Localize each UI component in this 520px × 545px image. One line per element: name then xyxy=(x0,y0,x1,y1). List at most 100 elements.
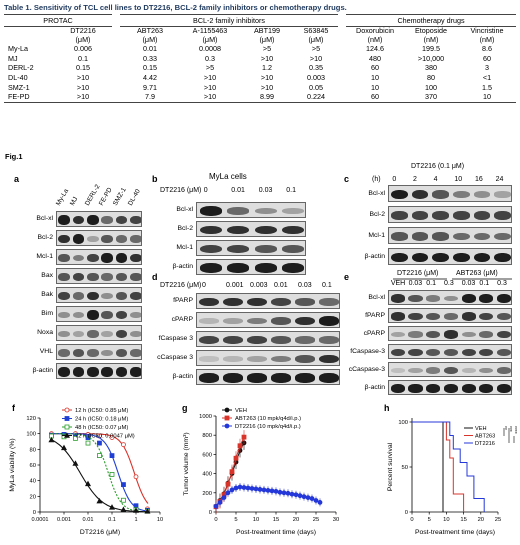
panel-d-dose-label: DT2216 (μM) xyxy=(160,282,202,289)
table-cell: >5 xyxy=(205,63,215,73)
x-tick-label: 5 xyxy=(234,517,237,523)
blot-band xyxy=(319,373,339,383)
blot-strip xyxy=(388,326,512,341)
data-point xyxy=(225,490,231,496)
blot-band xyxy=(115,215,128,225)
blot-strip xyxy=(196,350,340,366)
data-point xyxy=(229,469,235,475)
table-cell: 0.15 xyxy=(76,63,90,73)
panel-e-group2: ABT263 (μM) xyxy=(456,270,498,277)
y-tick-label: 0 xyxy=(209,510,212,516)
data-point xyxy=(109,453,115,458)
y-tick-label: 1000 xyxy=(199,414,212,420)
drug-header: Doxorubicin xyxy=(356,26,394,35)
blot-strip xyxy=(388,308,512,323)
blot-band xyxy=(408,384,423,393)
series-line xyxy=(52,433,148,513)
drug-header: ABT263 xyxy=(137,26,163,35)
table-unit-row: (μM) (μM) (μM) (μM) (μM) (nM) (nM) (nM) xyxy=(4,34,516,45)
x-tick-label: 0 xyxy=(214,517,217,523)
panel-g-letter: g xyxy=(182,403,188,413)
x-tick-label: 5 xyxy=(428,517,431,523)
series-line xyxy=(412,421,485,512)
blot-band xyxy=(453,190,470,199)
blot-band xyxy=(227,207,250,215)
table-cell: >10 xyxy=(260,53,274,63)
blot-band xyxy=(58,311,70,319)
y-tick-label: 800 xyxy=(202,433,212,439)
blot-band xyxy=(101,367,113,377)
cell-line-name: DERL-2 xyxy=(8,63,34,73)
panel-b-dose-label: DT2216 (μM) xyxy=(160,187,202,194)
data-point xyxy=(277,489,283,495)
blot-band xyxy=(494,191,511,198)
panel-f-letter: f xyxy=(12,403,15,413)
data-point xyxy=(97,440,102,446)
blot-lane-label: 0.3 xyxy=(497,280,507,287)
blot-band xyxy=(461,348,476,357)
blot-band xyxy=(72,311,85,319)
data-point xyxy=(217,500,223,505)
blot-band xyxy=(295,316,315,326)
blot-band xyxy=(58,215,70,225)
figure-label: Fig.1 xyxy=(5,152,23,161)
blot-band xyxy=(295,373,315,383)
legend-label: 48 h (IC50: 0.07 μM) xyxy=(75,425,128,431)
blot-band xyxy=(432,211,449,220)
data-point xyxy=(133,503,139,509)
legend-label: 24 h (IC50: 0.18 μM) xyxy=(75,417,128,423)
blot-row-label: fCaspase-3 xyxy=(350,347,385,355)
table-1: Table 1. Sensitivity of TCL cell lines t… xyxy=(4,3,516,103)
table-cell: 0.003 xyxy=(307,72,325,82)
blot-band xyxy=(58,254,70,262)
blot-band xyxy=(453,252,470,263)
blot-band xyxy=(247,297,267,307)
drug-header: Vincristine xyxy=(470,26,504,35)
x-tick-label: 0.001 xyxy=(57,517,71,523)
blot-band xyxy=(390,384,405,393)
x-tick-label: 0 xyxy=(410,517,413,523)
blot-strip xyxy=(388,290,512,305)
blot-strip xyxy=(196,240,306,256)
blot-band xyxy=(101,273,113,281)
x-tick-label: 20 xyxy=(293,517,299,523)
blot-strip xyxy=(388,344,512,359)
unit-header: (μM) xyxy=(142,34,158,44)
blot-band xyxy=(271,297,291,307)
blot-band xyxy=(87,310,99,320)
data-point xyxy=(225,481,231,487)
blot-band xyxy=(223,373,243,383)
blot-band xyxy=(130,330,141,338)
table-cell: 60 xyxy=(483,53,491,63)
x-tick-label: 10 xyxy=(443,517,449,523)
blot-row-label: β-actin xyxy=(32,367,53,374)
legend-label: VEH xyxy=(235,408,247,414)
blot-band xyxy=(432,190,449,199)
data-point xyxy=(73,435,78,441)
blot-band xyxy=(58,330,70,338)
blot-row-label: cPARP xyxy=(363,329,385,337)
drug-header: ABT199 xyxy=(254,26,280,35)
data-point xyxy=(293,492,299,498)
series-3: 72 h (IC50: 0.0047 μM) xyxy=(48,432,151,514)
table-cell: 0.15 xyxy=(143,63,157,73)
blot-band xyxy=(247,373,267,383)
table-group-row: PROTAC BCL-2 family inhibitors Chemother… xyxy=(4,14,516,27)
blot-band xyxy=(461,312,476,321)
blot-strip xyxy=(196,369,340,385)
table-row: MJ 0.1 0.33 0.3 >10 >10 480 >10,000 60 xyxy=(4,54,516,64)
drug-header: S63845 xyxy=(303,26,329,35)
blot-row-label: Bcl-2 xyxy=(369,210,386,218)
blot-band xyxy=(391,232,408,241)
table-cell: 100 xyxy=(425,82,437,92)
blot-lane-label: 0.1 xyxy=(426,280,437,287)
blot-lane-label: 24 xyxy=(495,176,504,183)
blot-band xyxy=(282,208,305,214)
blot-band xyxy=(227,244,250,254)
blot-band xyxy=(199,206,222,216)
y-tick-label: 120 xyxy=(26,416,36,422)
blot-lane-label: 0.1 xyxy=(286,187,296,194)
series-0: 12 h (IC50: 0.85 μM) xyxy=(49,407,150,512)
blot-row-label: β-actin xyxy=(172,263,193,270)
blot-strip xyxy=(196,331,340,347)
